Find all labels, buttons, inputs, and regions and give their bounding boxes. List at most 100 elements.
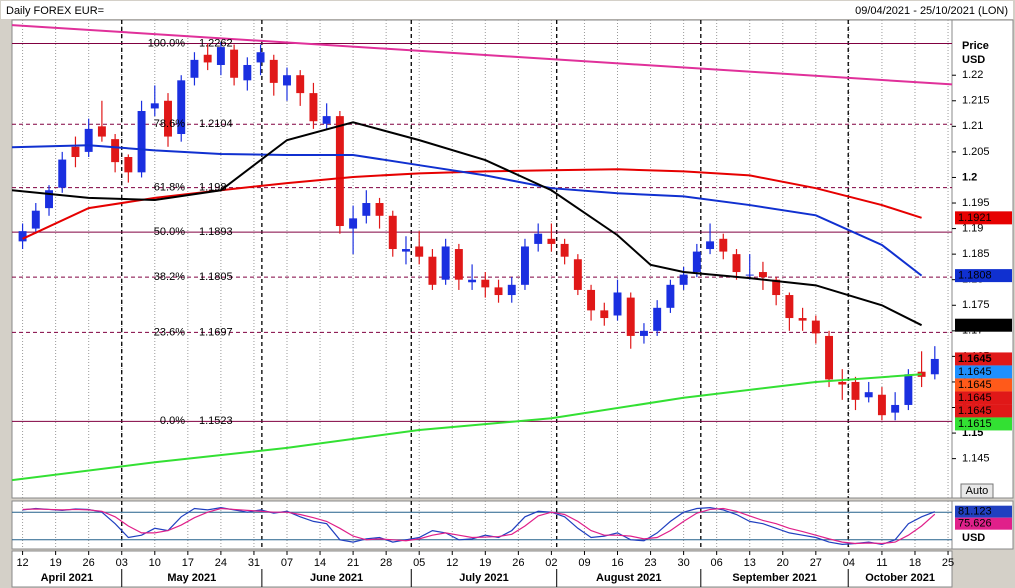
x-tick-label: 02: [545, 557, 557, 569]
candle-body: [745, 274, 754, 276]
candle-body: [507, 284, 516, 296]
candle-body: [481, 279, 490, 288]
x-tick-label: 21: [347, 557, 359, 569]
candle-body: [18, 231, 27, 242]
x-tick-label: 18: [909, 557, 921, 569]
fib-value: 1.1523: [199, 415, 233, 427]
fib-value: 1.2104: [199, 118, 233, 130]
candle-body: [58, 159, 67, 188]
candle-body: [375, 203, 384, 216]
candle-body: [137, 110, 146, 173]
candle-body: [441, 246, 450, 280]
price-panel: [11, 19, 953, 499]
fib-value: 1.2262: [199, 37, 233, 49]
overlay-line: [12, 373, 922, 482]
candle-body: [864, 392, 873, 398]
x-tick-label: 26: [512, 557, 524, 569]
price-tag: [955, 378, 1012, 392]
auto-button[interactable]: [960, 483, 994, 499]
x-tick-label: 12: [446, 557, 458, 569]
y-tick-label: 1.195: [962, 197, 990, 209]
month-label: August 2021: [596, 572, 661, 584]
oscillator-tag-label: 75.626: [958, 518, 992, 530]
candle-body: [587, 289, 596, 311]
candle-body: [415, 246, 424, 257]
candle-body: [679, 274, 688, 285]
candle-body: [335, 116, 344, 227]
candle-body: [600, 310, 609, 319]
x-tick-label: 20: [777, 557, 789, 569]
candle-body: [309, 93, 318, 122]
x-tick-label: 27: [810, 557, 822, 569]
x-tick-label: 11: [876, 557, 887, 569]
candle-body: [666, 284, 675, 308]
x-tick-label: 26: [83, 557, 95, 569]
x-tick-label: 17: [182, 557, 194, 569]
fib-label: 23.6%: [154, 326, 185, 338]
candle-body: [534, 233, 543, 244]
y-tick-label: 1.205: [962, 146, 990, 158]
candle-body: [97, 126, 106, 137]
candle-body: [838, 381, 847, 385]
candle-body: [31, 210, 40, 229]
candle-body: [468, 279, 477, 283]
oscillator-axis-unit: USD: [962, 532, 985, 544]
oscillator-tag: [955, 517, 1012, 530]
fib-label: 0.0%: [160, 415, 185, 427]
candle-body: [45, 190, 53, 209]
candle-body: [84, 128, 93, 152]
candle-body: [322, 116, 331, 124]
fib-label: 100.0%: [148, 37, 186, 49]
x-tick-label: 25: [942, 557, 954, 569]
candle-body: [428, 256, 437, 285]
candle-body: [256, 52, 265, 63]
price-tag: [955, 365, 1012, 379]
x-tick-label: 09: [578, 557, 590, 569]
price-tag: [955, 211, 1012, 225]
x-tick-label: 30: [677, 557, 689, 569]
candle-body: [388, 215, 397, 250]
price-tag: [955, 352, 1012, 366]
candle-body: [402, 249, 410, 252]
candle-body: [164, 100, 172, 137]
candle-body: [560, 243, 569, 257]
price-tag-label: 1.1645: [958, 353, 992, 365]
oscillator-panel: [11, 500, 953, 550]
candle-body: [639, 330, 648, 336]
candle-body: [573, 259, 582, 290]
overlay-line: [12, 121, 923, 327]
y-tick-label: 1.215: [962, 95, 990, 107]
fib-label: 78.6%: [154, 118, 185, 130]
candle-body: [71, 146, 80, 158]
x-tick-label: 14: [314, 557, 326, 569]
candle-body: [521, 246, 529, 285]
candle-body: [111, 139, 120, 163]
overlay-line: [12, 144, 923, 277]
x-tick-label: 19: [479, 557, 491, 569]
candle-body: [626, 297, 635, 336]
candle-body: [851, 381, 860, 400]
candle-body: [124, 157, 133, 173]
auto-button-label[interactable]: Auto: [966, 485, 989, 497]
oscillator-line: [22, 507, 936, 545]
price-tag-label: 1.1615: [958, 418, 992, 430]
fib-value: 1.1893: [199, 226, 233, 238]
price-axis-unit: USD: [962, 54, 985, 66]
candle-body: [547, 238, 556, 244]
candle-body: [454, 249, 463, 280]
candle-body: [811, 320, 820, 334]
candle-body: [785, 295, 794, 319]
price-tag-label: 1.1645: [958, 366, 992, 378]
month-label: September 2021: [732, 572, 816, 584]
candle-body: [772, 279, 781, 296]
x-tick-label: 24: [215, 557, 227, 569]
price-tag: [955, 391, 1012, 405]
x-tick-label: 05: [413, 557, 425, 569]
x-tick-label: 13: [744, 557, 756, 569]
price-tag: [955, 318, 1012, 332]
x-tick-label: 12: [16, 557, 28, 569]
price-tag-label: 1.1645: [958, 379, 992, 391]
fib-value: 1.198: [199, 182, 227, 194]
